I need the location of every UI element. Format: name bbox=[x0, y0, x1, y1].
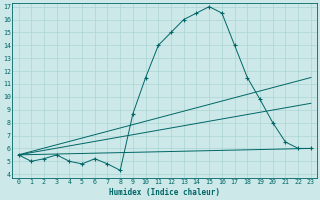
X-axis label: Humidex (Indice chaleur): Humidex (Indice chaleur) bbox=[109, 188, 220, 197]
